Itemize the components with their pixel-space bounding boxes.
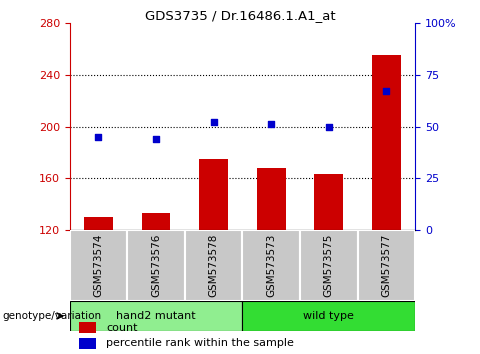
Bar xyxy=(372,55,401,230)
Text: GSM573573: GSM573573 xyxy=(266,234,276,297)
Text: percentile rank within the sample: percentile rank within the sample xyxy=(106,338,294,348)
Text: GSM573574: GSM573574 xyxy=(94,234,103,297)
Bar xyxy=(314,175,343,230)
Text: GSM573577: GSM573577 xyxy=(382,234,391,297)
Text: hand2 mutant: hand2 mutant xyxy=(116,311,196,321)
Bar xyxy=(185,230,242,301)
Text: GSM573575: GSM573575 xyxy=(324,234,334,297)
Text: count: count xyxy=(106,322,138,332)
Bar xyxy=(242,301,415,331)
Text: GSM573578: GSM573578 xyxy=(209,234,218,297)
Point xyxy=(95,134,102,140)
Point xyxy=(325,124,333,130)
Bar xyxy=(79,338,96,349)
Bar xyxy=(199,159,228,230)
Bar xyxy=(70,301,242,331)
Text: GDS3735 / Dr.16486.1.A1_at: GDS3735 / Dr.16486.1.A1_at xyxy=(144,9,336,22)
Point xyxy=(383,88,390,94)
Point xyxy=(267,122,275,127)
Bar xyxy=(84,217,113,230)
Point xyxy=(210,120,217,125)
Text: genotype/variation: genotype/variation xyxy=(2,311,102,321)
Bar xyxy=(300,230,358,301)
Bar xyxy=(257,168,286,230)
Bar xyxy=(70,230,127,301)
Bar xyxy=(358,230,415,301)
Text: wild type: wild type xyxy=(303,311,354,321)
Bar xyxy=(242,230,300,301)
Bar xyxy=(127,230,185,301)
Text: GSM573576: GSM573576 xyxy=(151,234,161,297)
Bar xyxy=(142,213,170,230)
Bar xyxy=(79,322,96,333)
Point xyxy=(152,136,160,142)
